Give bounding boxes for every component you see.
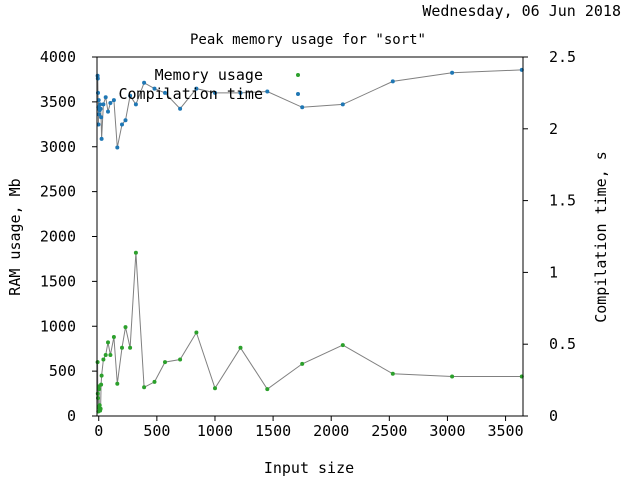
legend-label: Compilation time [119,85,264,103]
series-point-0 [133,250,138,255]
series-line-0 [97,252,522,412]
series-point-0 [152,379,157,384]
y-tick-label: 0 [67,407,76,425]
series-point-1 [106,109,110,114]
series-point-0 [142,385,147,390]
x-tick-label: 0 [94,422,103,440]
y-tick-label: 3000 [40,138,76,156]
y-tick-label: 1500 [40,272,76,290]
series-point-0 [106,340,110,345]
series-layer [95,67,524,414]
series-point-1 [128,93,133,98]
series-point-0 [103,353,108,357]
series-point-1 [103,95,108,100]
legend-marker [296,92,300,96]
y-tick-label: 500 [49,362,76,380]
series-point-0 [390,371,395,376]
series-point-1 [340,102,345,107]
y2-tick-label: 0 [549,407,558,425]
x-tick-label: 500 [143,422,170,440]
series-point-1 [99,136,104,141]
series-point-1 [123,118,128,123]
y-tick-label: 2000 [40,228,76,246]
x-tick-label: 2500 [371,422,407,440]
series-point-1 [120,122,124,127]
series-point-1 [95,76,100,81]
series-point-0 [123,325,128,330]
series-point-1 [390,79,395,84]
date-label: Wednesday, 06 Jun 2018 [422,2,621,20]
x-tick-label: 3000 [429,422,465,440]
series-point-0 [128,345,133,350]
y-tick-label: 2500 [40,183,76,201]
x-tick-label: 3500 [488,422,524,440]
y-tick-label: 1000 [40,317,76,335]
y2-axis-title: Compilation time, s [592,151,610,323]
series-point-0 [97,403,102,408]
series-point-1 [115,145,120,150]
series-point-0 [98,406,103,411]
y2-axis-ticks: 0 0.5 1 1.5 2 2.5 [523,48,576,425]
series-point-0 [115,381,120,386]
series-point-0 [101,357,106,362]
series-point-0 [194,330,199,335]
series-point-1 [152,86,157,91]
series-point-0 [99,373,104,378]
series-point-1 [98,106,103,111]
y2-tick-label: 2 [549,120,558,138]
series-point-1 [99,115,104,120]
x-axis-title: Input size [264,459,354,477]
y-axis-ticks: 0 500 1000 1500 2000 2500 3000 3500 4000 [40,48,97,425]
series-point-0 [265,387,270,392]
series-point-0 [111,335,116,339]
y2-tick-label: 1.5 [549,192,576,210]
series-point-0 [120,345,124,350]
series-point-1 [163,90,167,95]
x-axis-ticks: 0 500 1000 1500 2000 2500 3000 3500 [94,416,524,440]
y-tick-label: 4000 [40,48,76,66]
series-point-0 [97,387,101,392]
series-point-0 [95,360,100,365]
series-point-1 [213,90,217,95]
y2-tick-label: 1 [549,263,558,281]
series-point-0 [95,391,100,396]
y2-tick-label: 2.5 [549,48,576,66]
series-point-0 [178,357,183,362]
series-point-1 [98,102,103,107]
series-point-1 [178,106,183,111]
series-point-0 [450,374,455,379]
series-point-1 [142,80,147,85]
plot-frame [96,56,524,417]
series-point-1 [108,101,113,105]
series-point-1 [111,98,116,103]
series-point-1 [265,89,270,94]
series-point-1 [194,86,199,91]
series-point-1 [238,90,243,95]
series-point-1 [101,102,106,107]
series-point-1 [450,70,455,75]
x-tick-label: 1000 [197,422,233,440]
y2-tick-label: 0.5 [549,335,576,353]
series-point-0 [300,361,305,366]
y-axis-title: RAM usage, Mb [6,178,24,295]
series-point-1 [96,98,101,103]
series-point-0 [99,382,104,387]
chart-title: Peak memory usage for "sort" [190,32,426,48]
series-point-0 [213,386,217,391]
x-tick-label: 1500 [255,422,291,440]
series-line-1 [97,69,522,148]
y-tick-label: 3500 [40,93,76,111]
legend-marker [296,73,300,77]
series-point-0 [340,343,345,348]
series-point-1 [97,112,101,117]
series-point-0 [238,345,243,350]
legend-label: Memory usage [155,66,263,84]
series-point-1 [133,102,138,107]
series-point-1 [300,105,305,110]
series-point-0 [108,353,113,357]
x-tick-label: 2000 [313,422,349,440]
series-point-0 [163,360,167,365]
